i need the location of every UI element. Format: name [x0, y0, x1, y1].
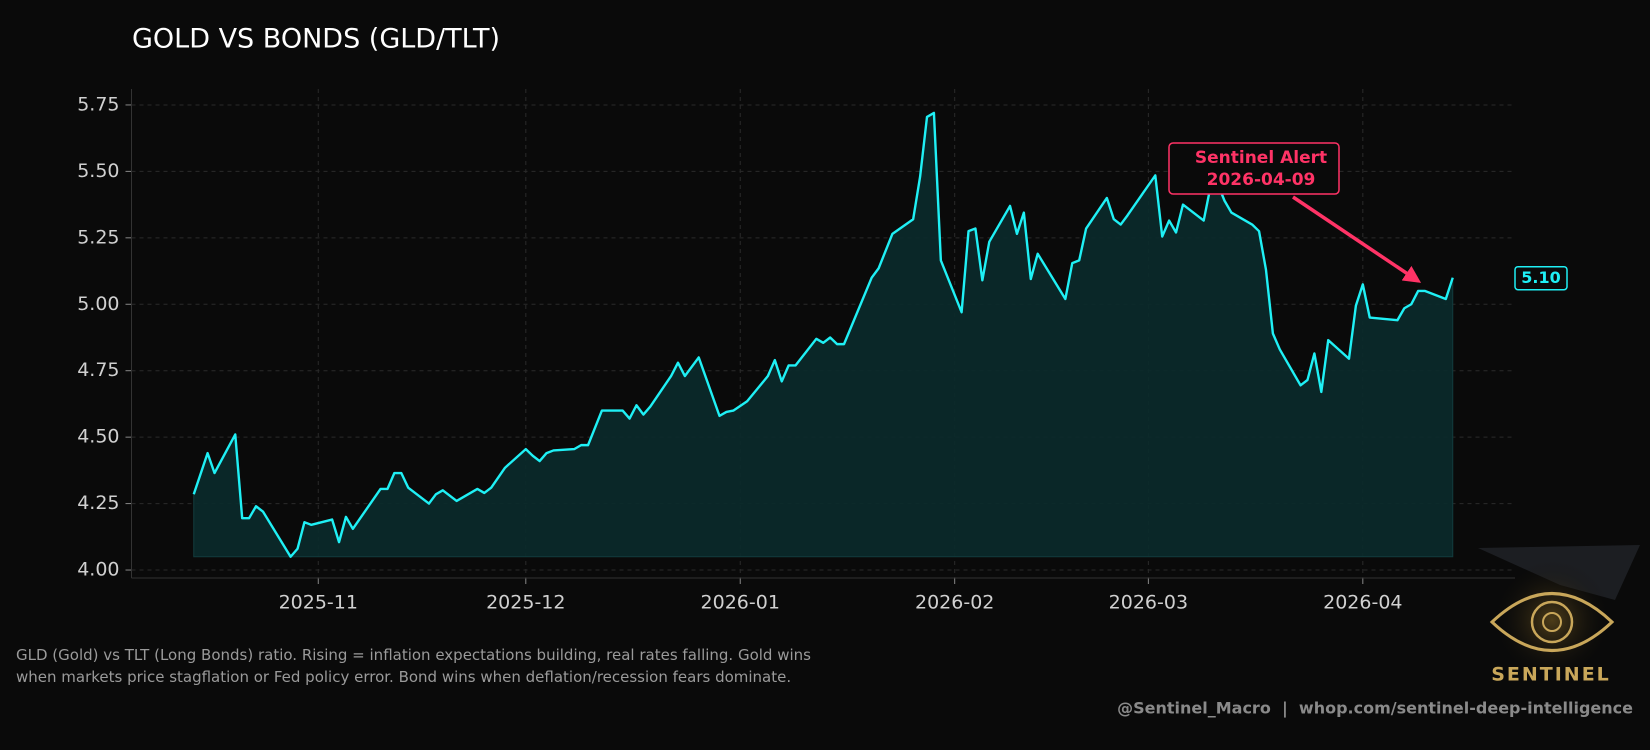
- y-tick-label: 4.50: [77, 426, 119, 448]
- annotation-arrow: [1292, 195, 1422, 283]
- x-tick-label: 2026-03: [1109, 592, 1188, 614]
- y-tick-label: 5.25: [77, 226, 119, 248]
- y-tick-label: 5.75: [77, 93, 119, 115]
- logo-text: SENTINEL: [1491, 664, 1611, 686]
- x-tick-label: 2026-02: [915, 592, 994, 614]
- description: GLD (Gold) vs TLT (Long Bonds) ratio. Ri…: [16, 646, 811, 686]
- logo-eye: [1489, 592, 1615, 652]
- logo: SENTINEL: [1478, 545, 1640, 686]
- x-tick-label: 2026-04: [1323, 592, 1402, 614]
- chart-title: GOLD VS BONDS (GLD/TLT): [132, 24, 500, 55]
- y-tick-label: 5.00: [77, 293, 119, 315]
- y-tick-label: 4.00: [77, 559, 119, 581]
- logo-glow: [1492, 560, 1612, 680]
- x-tick-label: 2026-01: [701, 592, 780, 614]
- y-tick-label: 4.75: [77, 359, 119, 381]
- annotation-box: [1168, 142, 1340, 195]
- x-tick-label: 2025-12: [486, 592, 565, 614]
- x-tick-label: 2025-11: [279, 592, 358, 614]
- y-tick-label: 4.25: [77, 492, 119, 514]
- credit: @Sentinel_Macro | whop.com/sentinel-deep…: [1117, 699, 1633, 719]
- last-value-label: 5.10: [1521, 268, 1560, 287]
- annotation-date: 2026-04-09: [1207, 170, 1316, 190]
- logo-pupil: [1542, 612, 1562, 632]
- logo-iris: [1530, 600, 1574, 644]
- y-tick-label: 5.50: [77, 160, 119, 182]
- last-value-box: [1514, 265, 1568, 291]
- annotation-label: Sentinel Alert: [1195, 148, 1327, 168]
- line: [192, 111, 1454, 558]
